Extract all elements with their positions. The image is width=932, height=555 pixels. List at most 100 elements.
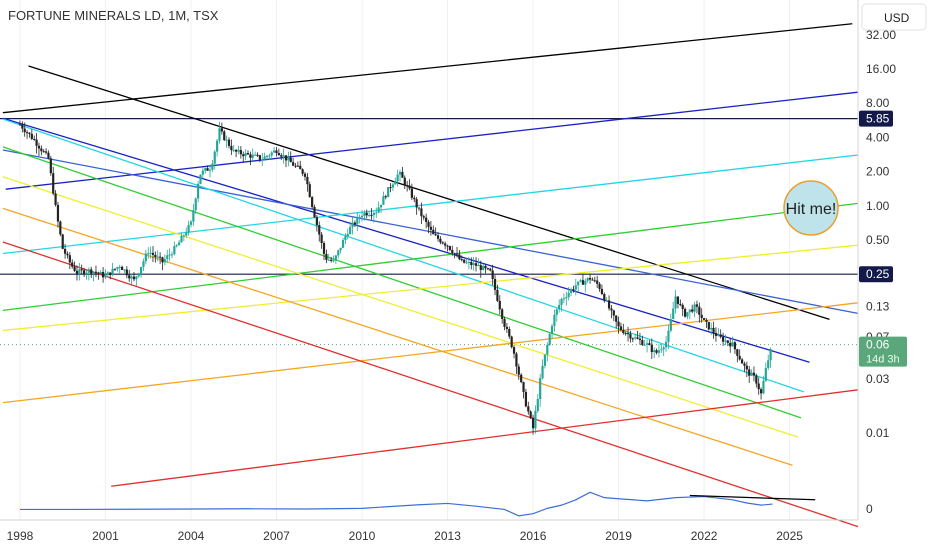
candle-body [403, 177, 406, 186]
candle-body [493, 278, 497, 290]
candle-body [448, 246, 452, 250]
candle-body [767, 360, 770, 368]
candle-body [130, 276, 133, 279]
price-badge [859, 110, 893, 127]
candle-body [49, 158, 52, 174]
candle-body [522, 382, 525, 392]
candle-body [707, 321, 710, 330]
candle-body [710, 327, 713, 330]
currency-label: USD [884, 11, 910, 25]
candle-body [332, 260, 335, 262]
candle-body [750, 372, 753, 376]
candle-body [769, 348, 772, 361]
candle-body [596, 280, 599, 284]
candle-body [413, 197, 416, 200]
candle-body [194, 198, 197, 211]
candle-body [35, 139, 38, 146]
candle-body [123, 269, 126, 271]
candle-body [216, 140, 219, 152]
candle-body [524, 391, 528, 407]
candle-body [401, 171, 404, 178]
candle-body [436, 235, 440, 239]
trendline [2, 149, 859, 315]
candle-body [748, 369, 751, 376]
candle-body [745, 365, 748, 370]
candle-body [40, 148, 43, 152]
candle-body [99, 271, 102, 274]
candle-body [163, 259, 166, 263]
indicator-trendline [689, 494, 816, 501]
candle-body [356, 217, 359, 225]
candle-body [292, 162, 295, 166]
candle-body [341, 240, 345, 248]
candle-body [282, 155, 285, 157]
hit-me-bubble[interactable]: Hit me! [783, 180, 839, 236]
candle-body [740, 359, 744, 364]
time-tick-label: 2010 [349, 529, 376, 543]
candle-body [344, 236, 347, 241]
candle-body [116, 267, 119, 269]
candle-body [61, 234, 64, 249]
candle-body [54, 193, 57, 205]
candle-body [220, 128, 223, 132]
candle-body [192, 210, 195, 222]
candle-body [439, 238, 442, 243]
candle-body [294, 165, 297, 167]
candle-body [567, 292, 570, 298]
candle-body [254, 154, 257, 156]
candle-body [92, 271, 95, 274]
trendline [2, 146, 802, 419]
candle-body [410, 188, 413, 198]
candle-body [360, 215, 364, 218]
candle-body [691, 309, 694, 312]
currency-button[interactable]: USD [861, 3, 927, 31]
candle-body [432, 229, 435, 235]
candle-body [446, 245, 449, 247]
candle-body [377, 207, 380, 213]
candle-body [313, 207, 316, 218]
candle-body [391, 184, 394, 188]
candle-body [59, 221, 62, 235]
candle-body [415, 199, 418, 208]
candle-body [615, 315, 618, 322]
candle-body [470, 261, 473, 266]
trendline [5, 91, 859, 190]
candle-body [672, 308, 675, 320]
candle-body [370, 214, 373, 216]
candle-body [178, 242, 181, 246]
candle-body [463, 259, 466, 263]
candle-body [135, 276, 138, 280]
candle-body [683, 308, 687, 317]
candle-body [719, 334, 722, 337]
candle-body [315, 217, 318, 226]
candle-body [757, 383, 760, 390]
candle-body [365, 212, 368, 216]
time-tick-label: 2025 [776, 529, 803, 543]
candle-body [505, 326, 509, 330]
candle-body [206, 168, 209, 171]
candle-body [667, 330, 670, 342]
candle-body [636, 337, 639, 339]
candle-body [358, 217, 361, 219]
candle-body [534, 410, 537, 429]
candle-body [503, 318, 506, 327]
price-tick-label: 8.00 [866, 96, 890, 110]
candle-body [624, 333, 627, 335]
candle-body [451, 249, 454, 254]
candle-body [465, 262, 468, 264]
candle-body [619, 326, 623, 330]
candle-body [66, 253, 69, 256]
trendline [2, 117, 810, 363]
candle-body [558, 304, 561, 310]
trendline [2, 241, 859, 528]
candle-body [441, 242, 444, 244]
candle-body [80, 269, 83, 271]
candle-body [501, 309, 504, 319]
candle-body [42, 151, 45, 153]
candle-body [211, 163, 214, 170]
candle-body [287, 157, 290, 161]
candle-body [455, 253, 459, 255]
candle-body [458, 254, 461, 260]
candle-body [736, 349, 739, 356]
